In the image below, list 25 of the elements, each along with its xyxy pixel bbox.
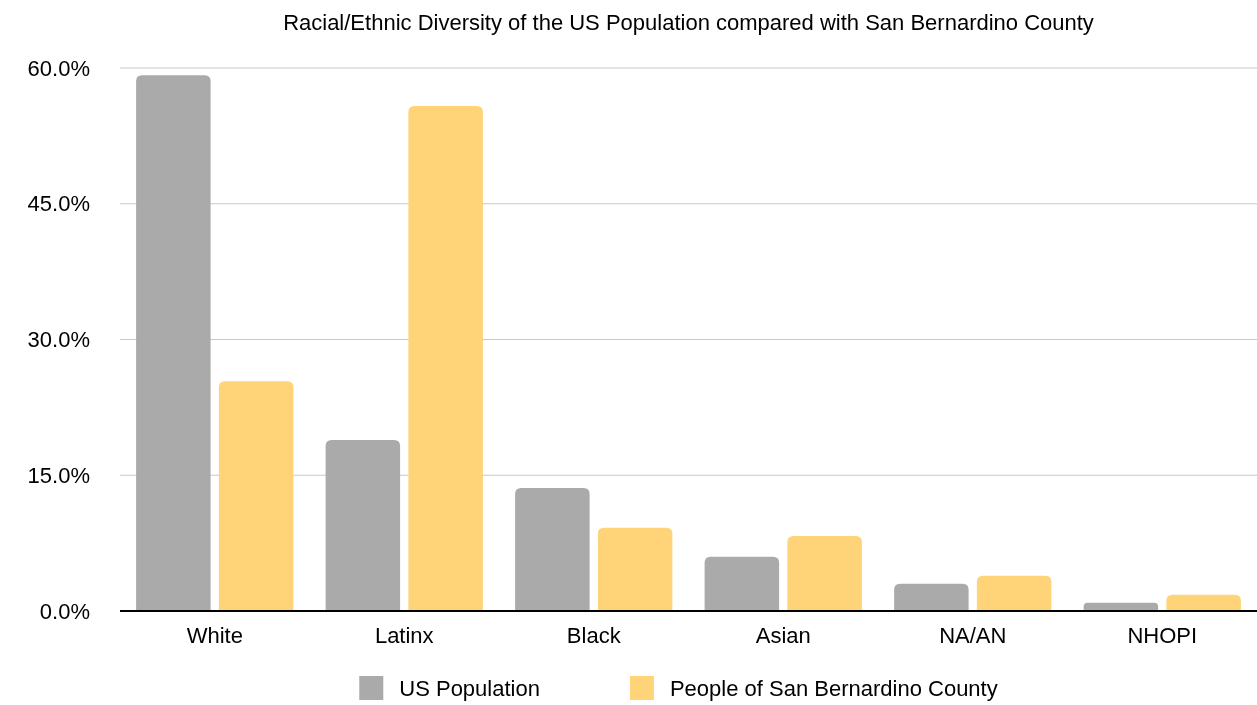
bar — [894, 583, 969, 611]
legend-label: US Population — [399, 675, 540, 701]
y-tick-label: 30.0% — [27, 327, 90, 353]
chart-title: Racial/Ethnic Diversity of the US Population compared with San Bernardino County — [283, 10, 1094, 35]
y-tick-label: 45.0% — [27, 191, 90, 217]
x-tick-label: Latinx — [374, 622, 434, 648]
bar — [976, 575, 1052, 611]
x-tick-label: NHOPI — [1127, 622, 1198, 648]
y-tick-label: 60.0% — [27, 55, 90, 81]
y-tick-label: 15.0% — [27, 462, 90, 488]
y-tick-label: 0.0% — [39, 598, 90, 624]
x-tick-label: NA/AN — [939, 622, 1007, 648]
bar — [704, 556, 780, 611]
bar — [325, 439, 401, 611]
x-tick-label: White — [186, 622, 243, 648]
bar — [1166, 594, 1241, 611]
x-tick-label: Black — [566, 622, 622, 648]
x-tick-label: Asian — [755, 622, 811, 648]
bar — [136, 75, 211, 611]
bar — [787, 535, 862, 611]
bar — [515, 487, 590, 611]
bar — [597, 527, 673, 611]
bar — [408, 106, 483, 611]
legend-label: People of San Bernardino County — [669, 675, 998, 701]
bar — [218, 381, 294, 611]
